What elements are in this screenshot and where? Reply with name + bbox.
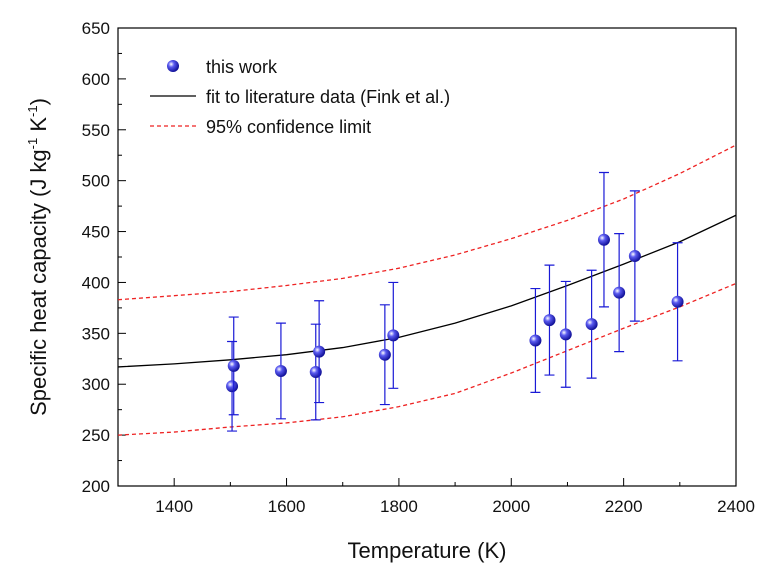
x-tick-label: 2000 — [492, 497, 530, 516]
x-tick-label: 1400 — [155, 497, 193, 516]
marker — [387, 329, 400, 342]
marker — [597, 233, 610, 246]
y-tick-label: 350 — [82, 324, 110, 343]
y-label-sup: -1 — [25, 138, 40, 150]
y-tick-label: 200 — [82, 477, 110, 496]
x-axis-label: Temperature (K) — [348, 538, 507, 563]
data-point — [671, 242, 684, 362]
y-tick-label: 300 — [82, 375, 110, 394]
data-point — [529, 287, 542, 393]
legend-label: 95% confidence limit — [206, 117, 371, 137]
y-axis-label: Specific heat capacity (J kg-1 K-1) — [25, 98, 51, 416]
marker — [613, 286, 626, 299]
data-point — [559, 280, 572, 388]
data-point — [378, 304, 391, 406]
legend-marker — [167, 60, 179, 72]
plot-area — [118, 144, 736, 436]
marker — [529, 334, 542, 347]
marker — [227, 359, 240, 372]
data-point — [585, 269, 598, 379]
marker — [559, 328, 572, 341]
data-point — [227, 316, 240, 416]
y-label-part: ) — [26, 98, 51, 105]
data-point — [313, 300, 326, 404]
y-label-part: Specific heat capacity (J kg — [26, 149, 51, 416]
confidence-line — [118, 282, 736, 436]
data-point — [226, 340, 239, 432]
x-tick-label: 2400 — [717, 497, 755, 516]
marker — [378, 348, 391, 361]
marker — [671, 295, 684, 308]
marker — [226, 380, 239, 393]
marker — [585, 318, 598, 331]
y-label-part: K — [26, 117, 51, 138]
marker — [543, 314, 556, 327]
marker — [309, 366, 322, 379]
fit-line — [118, 214, 736, 368]
data-point — [387, 281, 400, 389]
data-point — [309, 323, 322, 421]
data-point — [543, 264, 556, 376]
y-label-sup: -1 — [25, 105, 40, 117]
data-point — [597, 171, 610, 308]
marker — [274, 364, 287, 377]
marker — [628, 249, 641, 262]
y-tick-label: 250 — [82, 426, 110, 445]
marker — [313, 345, 326, 358]
x-tick-label: 1800 — [380, 497, 418, 516]
data-point — [628, 190, 641, 322]
y-tick-label: 400 — [82, 273, 110, 292]
y-tick-label: 650 — [82, 19, 110, 38]
confidence-line — [118, 144, 736, 301]
y-tick-label: 550 — [82, 121, 110, 140]
legend-label: fit to literature data (Fink et al.) — [206, 87, 450, 107]
x-tick-label: 1600 — [268, 497, 306, 516]
data-point — [274, 322, 287, 420]
data-point — [613, 232, 626, 353]
x-tick-label: 2200 — [605, 497, 643, 516]
y-tick-label: 500 — [82, 172, 110, 191]
y-tick-label: 450 — [82, 223, 110, 242]
legend-label: this work — [206, 57, 278, 77]
y-tick-label: 600 — [82, 70, 110, 89]
